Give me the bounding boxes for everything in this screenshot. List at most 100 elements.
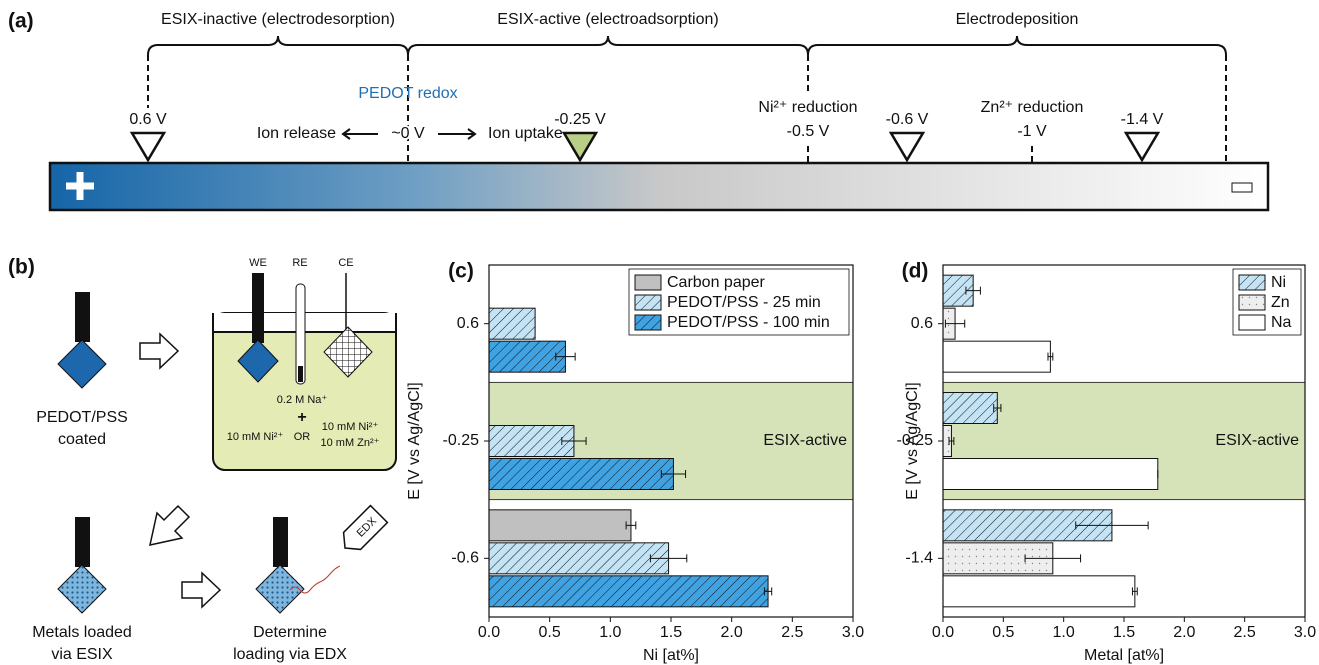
panel-label: (d) <box>902 260 929 283</box>
marker <box>1126 133 1158 160</box>
electrode <box>256 565 304 613</box>
pedot-label: PEDOT redox <box>358 85 457 102</box>
bar <box>489 543 669 574</box>
option: 10 mM Ni²⁺ <box>227 431 284 443</box>
marker-label: -0.6 V <box>886 111 929 128</box>
legend-label: Zn <box>1271 294 1290 311</box>
legend-label: Na <box>1271 314 1292 331</box>
y-tick-label: 0.6 <box>457 315 479 332</box>
y-axis-label: E [V vs Ag/AgCl] <box>904 382 921 499</box>
x-tick-label: 2.0 <box>1173 624 1195 641</box>
legend-label: Carbon paper <box>667 274 766 291</box>
step-label: loading via EDX <box>233 646 347 663</box>
arrow <box>182 573 220 607</box>
legend-label: PEDOT/PSS - 100 min <box>667 314 830 331</box>
x-tick-label: 0.0 <box>478 624 500 641</box>
brace <box>148 36 1226 55</box>
y-tick-label: -0.6 <box>451 550 479 567</box>
zn-label: Zn²⁺ reduction <box>981 99 1084 116</box>
bar <box>489 576 768 607</box>
uptake-label: Ion uptake <box>488 125 563 142</box>
x-axis-label: Metal [at%] <box>1084 647 1164 664</box>
panel-label: (b) <box>8 256 35 279</box>
legend-label: Ni <box>1271 274 1286 291</box>
bar <box>943 393 997 424</box>
legend-swatch <box>635 295 661 310</box>
arrow <box>150 506 189 545</box>
y-tick-label: 0.6 <box>911 315 933 332</box>
bar <box>943 576 1135 607</box>
bar <box>489 510 631 541</box>
electrolyte: 0.2 M Na⁺ <box>277 394 328 406</box>
x-tick-label: 0.5 <box>992 624 1014 641</box>
electrode <box>252 273 264 343</box>
step-label: Metals loaded <box>32 624 132 641</box>
electrode-label: CE <box>338 257 353 269</box>
zn-potential: -1 V <box>1017 123 1047 140</box>
bar <box>489 308 535 339</box>
y-tick-label: -0.25 <box>443 432 480 449</box>
legend-swatch <box>635 275 661 290</box>
minus-sign <box>1232 183 1252 192</box>
annotation: ESIX-active <box>763 432 847 449</box>
option: 10 mM Zn²⁺ <box>321 437 380 449</box>
region-label: ESIX-inactive (electrodesorption) <box>161 11 395 28</box>
region-label: Electrodeposition <box>956 11 1079 28</box>
marker <box>564 133 596 160</box>
arrow <box>343 129 378 139</box>
x-tick-label: 0.0 <box>932 624 954 641</box>
x-tick-label: 1.0 <box>1053 624 1075 641</box>
potential-bar <box>50 163 1268 210</box>
ni-label: Ni²⁺ reduction <box>758 99 857 116</box>
electrode-label: RE <box>292 257 307 269</box>
region-label: ESIX-active (electroadsorption) <box>497 11 718 28</box>
legend-swatch <box>1239 275 1265 290</box>
plus: + <box>297 409 306 426</box>
panel-label: (c) <box>448 260 474 283</box>
x-tick-label: 3.0 <box>1294 624 1316 641</box>
x-tick-label: 1.5 <box>660 624 682 641</box>
release-label: Ion release <box>257 125 336 142</box>
electrode-label: WE <box>249 257 267 269</box>
legend-swatch <box>635 315 661 330</box>
x-tick-label: 0.5 <box>539 624 561 641</box>
electrode <box>273 517 288 567</box>
x-tick-label: 2.5 <box>781 624 803 641</box>
x-tick-label: 2.5 <box>1234 624 1256 641</box>
electrode <box>58 340 106 388</box>
electrode <box>75 292 90 342</box>
arrow <box>438 129 475 139</box>
legend-label: PEDOT/PSS - 25 min <box>667 294 821 311</box>
panel-a: (a) ESIX-inactive (electrodesorption) ES… <box>8 10 1268 210</box>
marker <box>132 133 164 160</box>
step-label: PEDOT/PSS <box>36 409 128 426</box>
zero-label: ~0 V <box>391 125 425 142</box>
legend-swatch <box>1239 295 1265 310</box>
option: 10 mM Ni²⁺ <box>322 421 379 433</box>
bar <box>489 341 565 372</box>
step-label: Determine <box>253 624 327 641</box>
bar <box>943 341 1050 372</box>
electrode <box>75 517 90 567</box>
bar <box>489 459 673 490</box>
marker <box>891 133 923 160</box>
step-label: via ESIX <box>51 646 113 663</box>
legend-swatch <box>1239 315 1265 330</box>
y-tick-label: -1.4 <box>905 550 933 567</box>
arrow <box>140 334 178 368</box>
x-tick-label: 1.0 <box>599 624 621 641</box>
y-axis-label: E [V vs Ag/AgCl] <box>406 382 423 499</box>
marker-label: 0.6 V <box>129 111 167 128</box>
x-tick-label: 2.0 <box>721 624 743 641</box>
annotation: ESIX-active <box>1215 432 1299 449</box>
electrode <box>58 565 106 613</box>
bar <box>943 459 1158 490</box>
or: OR <box>294 431 311 443</box>
ni-potential: -0.5 V <box>787 123 830 140</box>
marker-label: -1.4 V <box>1121 111 1164 128</box>
x-tick-label: 3.0 <box>842 624 864 641</box>
figure: (a) ESIX-inactive (electrodesorption) ES… <box>0 0 1319 665</box>
panel-b: (b) PEDOT/PSS coated WE RE CE 0.2 M Na⁺ … <box>8 256 397 664</box>
bar <box>489 426 574 457</box>
panel-label: (a) <box>8 10 34 33</box>
